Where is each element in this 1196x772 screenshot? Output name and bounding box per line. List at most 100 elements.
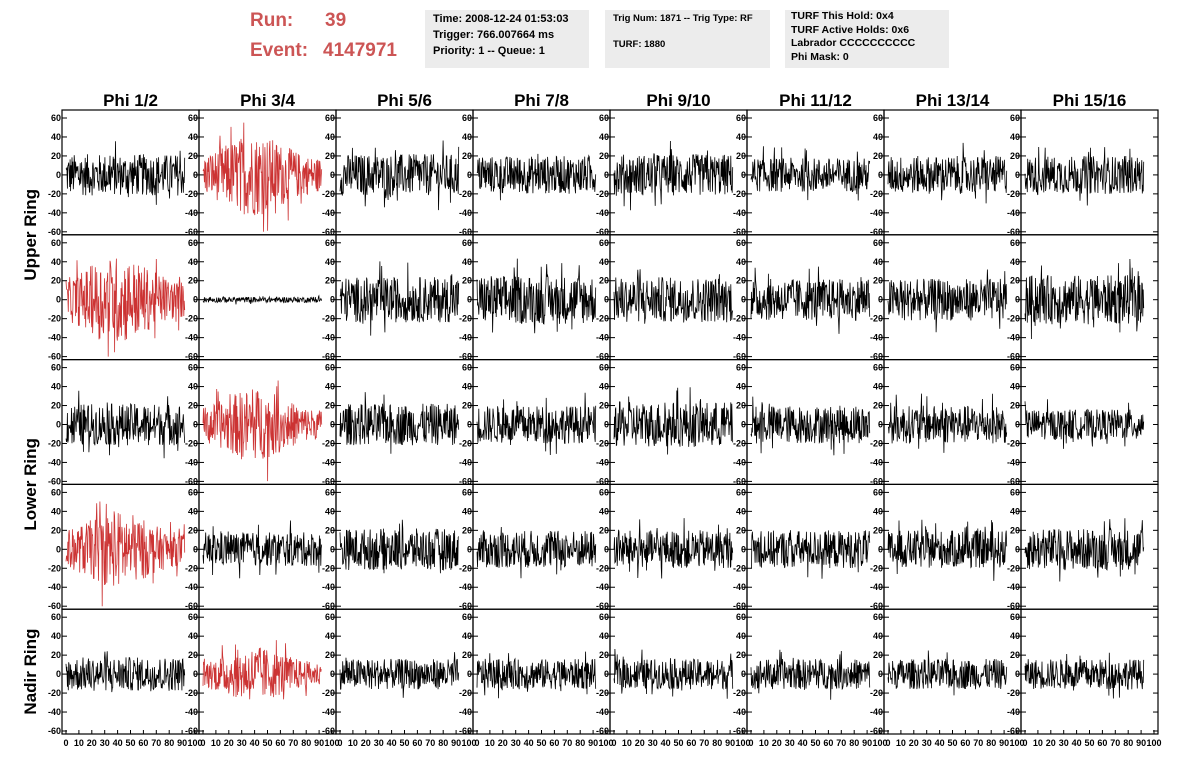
y-tick-label: 20 [736,276,746,286]
y-tick-label: 20 [736,401,746,411]
y-tick-label: -40 [322,707,335,717]
waveform-trace [750,396,871,456]
event-label: Event: [250,40,309,61]
y-tick-label: 20 [1010,650,1020,660]
y-tick-label: 40 [325,132,335,142]
waveform-trace-highlighted [202,380,323,482]
y-tick-label: 40 [462,382,472,392]
y-tick-label: 20 [873,151,883,161]
y-tick-label: 0 [56,170,61,180]
y-tick-label: -40 [459,457,472,467]
y-tick-label: 60 [599,238,609,248]
y-tick-label: -20 [1007,314,1020,324]
y-tick-label: 60 [1010,238,1020,248]
y-tick-label: 60 [873,487,883,497]
x-tick-label: 100 [598,738,613,748]
waveform-trace [613,387,734,455]
x-tick-label: 30 [785,738,795,748]
x-tick-label: 80 [986,738,996,748]
panel-frame [472,109,611,236]
y-tick-label: -20 [596,438,609,448]
x-tick-label: 20 [87,738,97,748]
waveform-trace [888,393,1008,453]
y-tick-label: -20 [1007,688,1020,698]
y-tick-label: 0 [193,170,198,180]
y-tick-label: 60 [51,487,61,497]
y-tick-label: -60 [870,476,883,486]
event-value: 4147971 [323,40,397,61]
waveform-trace [887,269,1008,333]
y-tick-label: 40 [188,257,198,267]
y-tick-label: 0 [330,170,335,180]
x-tick-label: 50 [1084,738,1094,748]
x-tick-label: 10 [1033,738,1043,748]
x-tick-label: 10 [622,738,632,748]
x-tick-label: 90 [588,738,598,748]
x-tick-label: 50 [125,738,135,748]
x-tick-label: 50 [536,738,546,748]
x-tick-label: 20 [224,738,234,748]
event-line: Event: 4147971 [250,40,397,62]
x-tick-label: 60 [275,738,285,748]
y-tick-label: 0 [1015,669,1020,679]
y-tick-label: -20 [596,314,609,324]
waveform-trace [339,652,460,698]
y-tick-label: -20 [733,563,746,573]
x-tick-label: 0 [63,738,68,748]
panel-frame [472,608,611,735]
y-tick-label: -40 [596,457,609,467]
y-tick-label: -40 [48,333,61,343]
x-tick-label: 60 [138,738,148,748]
y-tick-label: 0 [467,669,472,679]
y-tick-label: -20 [459,438,472,448]
y-tick-label: -40 [48,582,61,592]
column-header: Phi 13/14 [916,91,990,110]
y-tick-label: 40 [736,506,746,516]
x-tick-label: 80 [438,738,448,748]
y-tick-label: -60 [1007,352,1020,362]
y-tick-label: -40 [733,707,746,717]
y-tick-label: -40 [1007,582,1020,592]
waveform-trace [613,140,734,211]
y-tick-label: -60 [185,726,198,736]
x-tick-label: 70 [973,738,983,748]
x-tick-label: 50 [810,738,820,748]
x-tick-label: 20 [635,738,645,748]
y-tick-label: -40 [733,333,746,343]
y-tick-label: 40 [51,506,61,516]
y-tick-label: 20 [325,401,335,411]
y-tick-label: -60 [870,352,883,362]
trigger-info-box: Trig Num: 1871 -- Trig Type: RF TURF: 18… [605,10,770,68]
y-tick-label: 60 [599,612,609,622]
x-tick-label: 10 [211,738,221,748]
y-tick-label: 40 [599,382,609,392]
y-tick-label: 20 [599,525,609,535]
y-tick-label: 40 [1010,506,1020,516]
y-tick-label: 20 [736,525,746,535]
y-tick-label: 40 [462,257,472,267]
x-tick-label: 10 [485,738,495,748]
trig-num-text: Trig Num: 1871 -- Trig Type: RF [613,13,753,24]
turf-hold-text: TURF This Hold: 0x4 [791,10,894,22]
y-tick-label: -20 [459,563,472,573]
y-tick-label: -20 [870,563,883,573]
y-tick-label: -60 [322,726,335,736]
turf-text: TURF: 1880 [613,38,666,50]
y-tick-label: 60 [325,113,335,123]
waveform-trace [476,258,597,334]
y-tick-label: 40 [736,631,746,641]
y-tick-label: -60 [459,476,472,486]
y-tick-label: -20 [1007,563,1020,573]
y-tick-label: -40 [322,582,335,592]
y-tick-label: 20 [51,650,61,660]
y-tick-label: 0 [56,669,61,679]
waveform-trace-highlighted [65,258,186,357]
y-tick-label: -20 [48,314,61,324]
run-event-block: Run: 39 Event: 4147971 [250,8,420,68]
x-tick-label: 100 [735,738,750,748]
y-tick-label: 40 [325,382,335,392]
y-tick-label: 0 [741,295,746,305]
y-tick-label: 40 [873,506,883,516]
waveform-trace [1024,399,1145,449]
y-tick-label: -40 [870,707,883,717]
